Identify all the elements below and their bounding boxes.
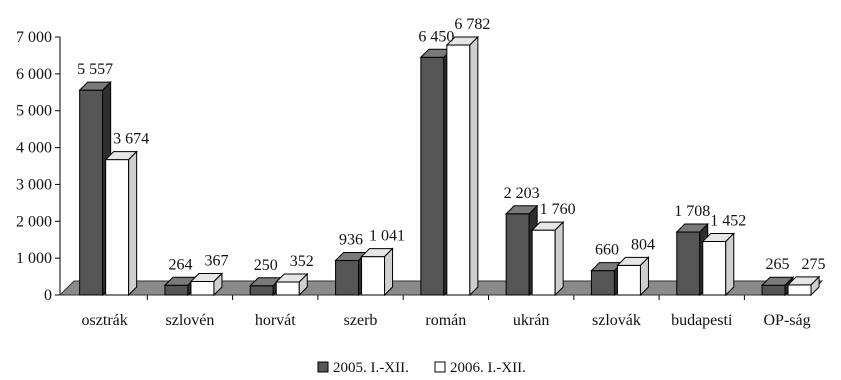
- bar-2006: [701, 232, 735, 297]
- bar-front: [531, 229, 556, 296]
- legend: 2005. I.-XII. 2006. I.-XII.: [317, 360, 526, 376]
- x-category-label: OP-ság: [763, 312, 810, 329]
- y-tick-label: 7 000: [16, 29, 52, 46]
- y-tick-label: 6 000: [16, 66, 52, 83]
- bar-front: [190, 280, 215, 296]
- bar-front: [335, 260, 360, 296]
- axis-layer: 0 1 000 2 000 3 000 4 000 5 000 6 000 7 000 oszt…: [16, 29, 811, 329]
- data-label-2006: 275: [802, 256, 826, 273]
- data-label-2005: 1 708: [674, 203, 710, 220]
- data-label-2006: 1 452: [710, 212, 746, 229]
- bar-2005: [760, 276, 795, 297]
- x-category-label: budapesti: [671, 312, 733, 329]
- bar-front: [79, 89, 104, 296]
- bar-side: [639, 256, 649, 297]
- y-tick-label: 1 000: [16, 250, 52, 267]
- bar-front: [164, 284, 189, 296]
- bar-side: [725, 232, 735, 297]
- bar-side: [213, 272, 223, 297]
- bars-layer: [78, 35, 821, 297]
- bar-front: [616, 264, 641, 296]
- data-label-2005: 250: [254, 257, 278, 274]
- data-label-2006: 804: [631, 236, 655, 253]
- x-category-label: szlovák: [592, 312, 641, 329]
- x-category-label: román: [425, 312, 466, 329]
- y-tick-label: 0: [44, 287, 52, 304]
- bar-2006: [616, 256, 650, 297]
- bar-2006: [360, 247, 394, 297]
- bar-2006: [275, 272, 309, 297]
- data-label-2006: 3 674: [113, 131, 149, 148]
- data-label-2005: 265: [766, 256, 790, 273]
- bar-2006: [445, 35, 480, 297]
- data-label-2006: 1 041: [369, 228, 405, 245]
- data-label-2005: 2 203: [504, 185, 540, 202]
- bar-side: [128, 150, 138, 297]
- bar-2006: [530, 220, 565, 297]
- data-label-2005: 264: [168, 256, 192, 273]
- legend-label-2005: 2005. I.-XII.: [333, 360, 409, 376]
- data-label-2005: 5 557: [77, 61, 113, 78]
- bar-front: [249, 285, 274, 296]
- legend-swatch-2005: [317, 361, 329, 373]
- bar-front: [787, 284, 812, 296]
- legend-label-2006: 2006. I.-XII.: [450, 360, 526, 376]
- bar-front: [590, 270, 615, 296]
- bar-side: [469, 35, 479, 297]
- bar-front: [505, 213, 530, 296]
- y-tick-label: 5 000: [16, 103, 52, 120]
- x-category-label: osztrák: [82, 312, 128, 329]
- bar-2006: [104, 150, 138, 297]
- x-category-label: szerb: [344, 312, 378, 329]
- y-tick-label: 3 000: [16, 176, 52, 193]
- y-tick-label: 2 000: [16, 213, 52, 230]
- bar-side: [384, 247, 394, 297]
- bar-front: [676, 231, 701, 296]
- bar-front: [420, 56, 445, 296]
- x-category-label: horvát: [255, 312, 296, 329]
- bar-front: [761, 284, 786, 296]
- bar-2006: [786, 275, 821, 297]
- x-category-label: ukrán: [513, 312, 549, 329]
- x-category-label: szlovén: [166, 312, 215, 329]
- bar-side: [554, 220, 564, 297]
- data-label-2005: 660: [595, 242, 619, 259]
- data-label-2006: 352: [290, 253, 314, 270]
- bar-front: [105, 159, 130, 296]
- data-label-2006: 367: [204, 252, 228, 269]
- bar-side: [298, 272, 308, 297]
- bar-front: [446, 44, 471, 296]
- legend-swatch-2006: [434, 361, 446, 373]
- bar-2006: [189, 272, 224, 297]
- bar-front: [361, 256, 386, 296]
- bar-front: [702, 240, 727, 296]
- data-label-2006: 6 782: [454, 16, 490, 33]
- bar-front: [275, 281, 300, 296]
- y-tick-label: 4 000: [16, 140, 52, 157]
- data-label-2005: 936: [339, 232, 363, 249]
- bar-side: [810, 275, 820, 297]
- data-label-2006: 1 760: [540, 201, 576, 218]
- data-label-2005: 6 450: [418, 28, 454, 45]
